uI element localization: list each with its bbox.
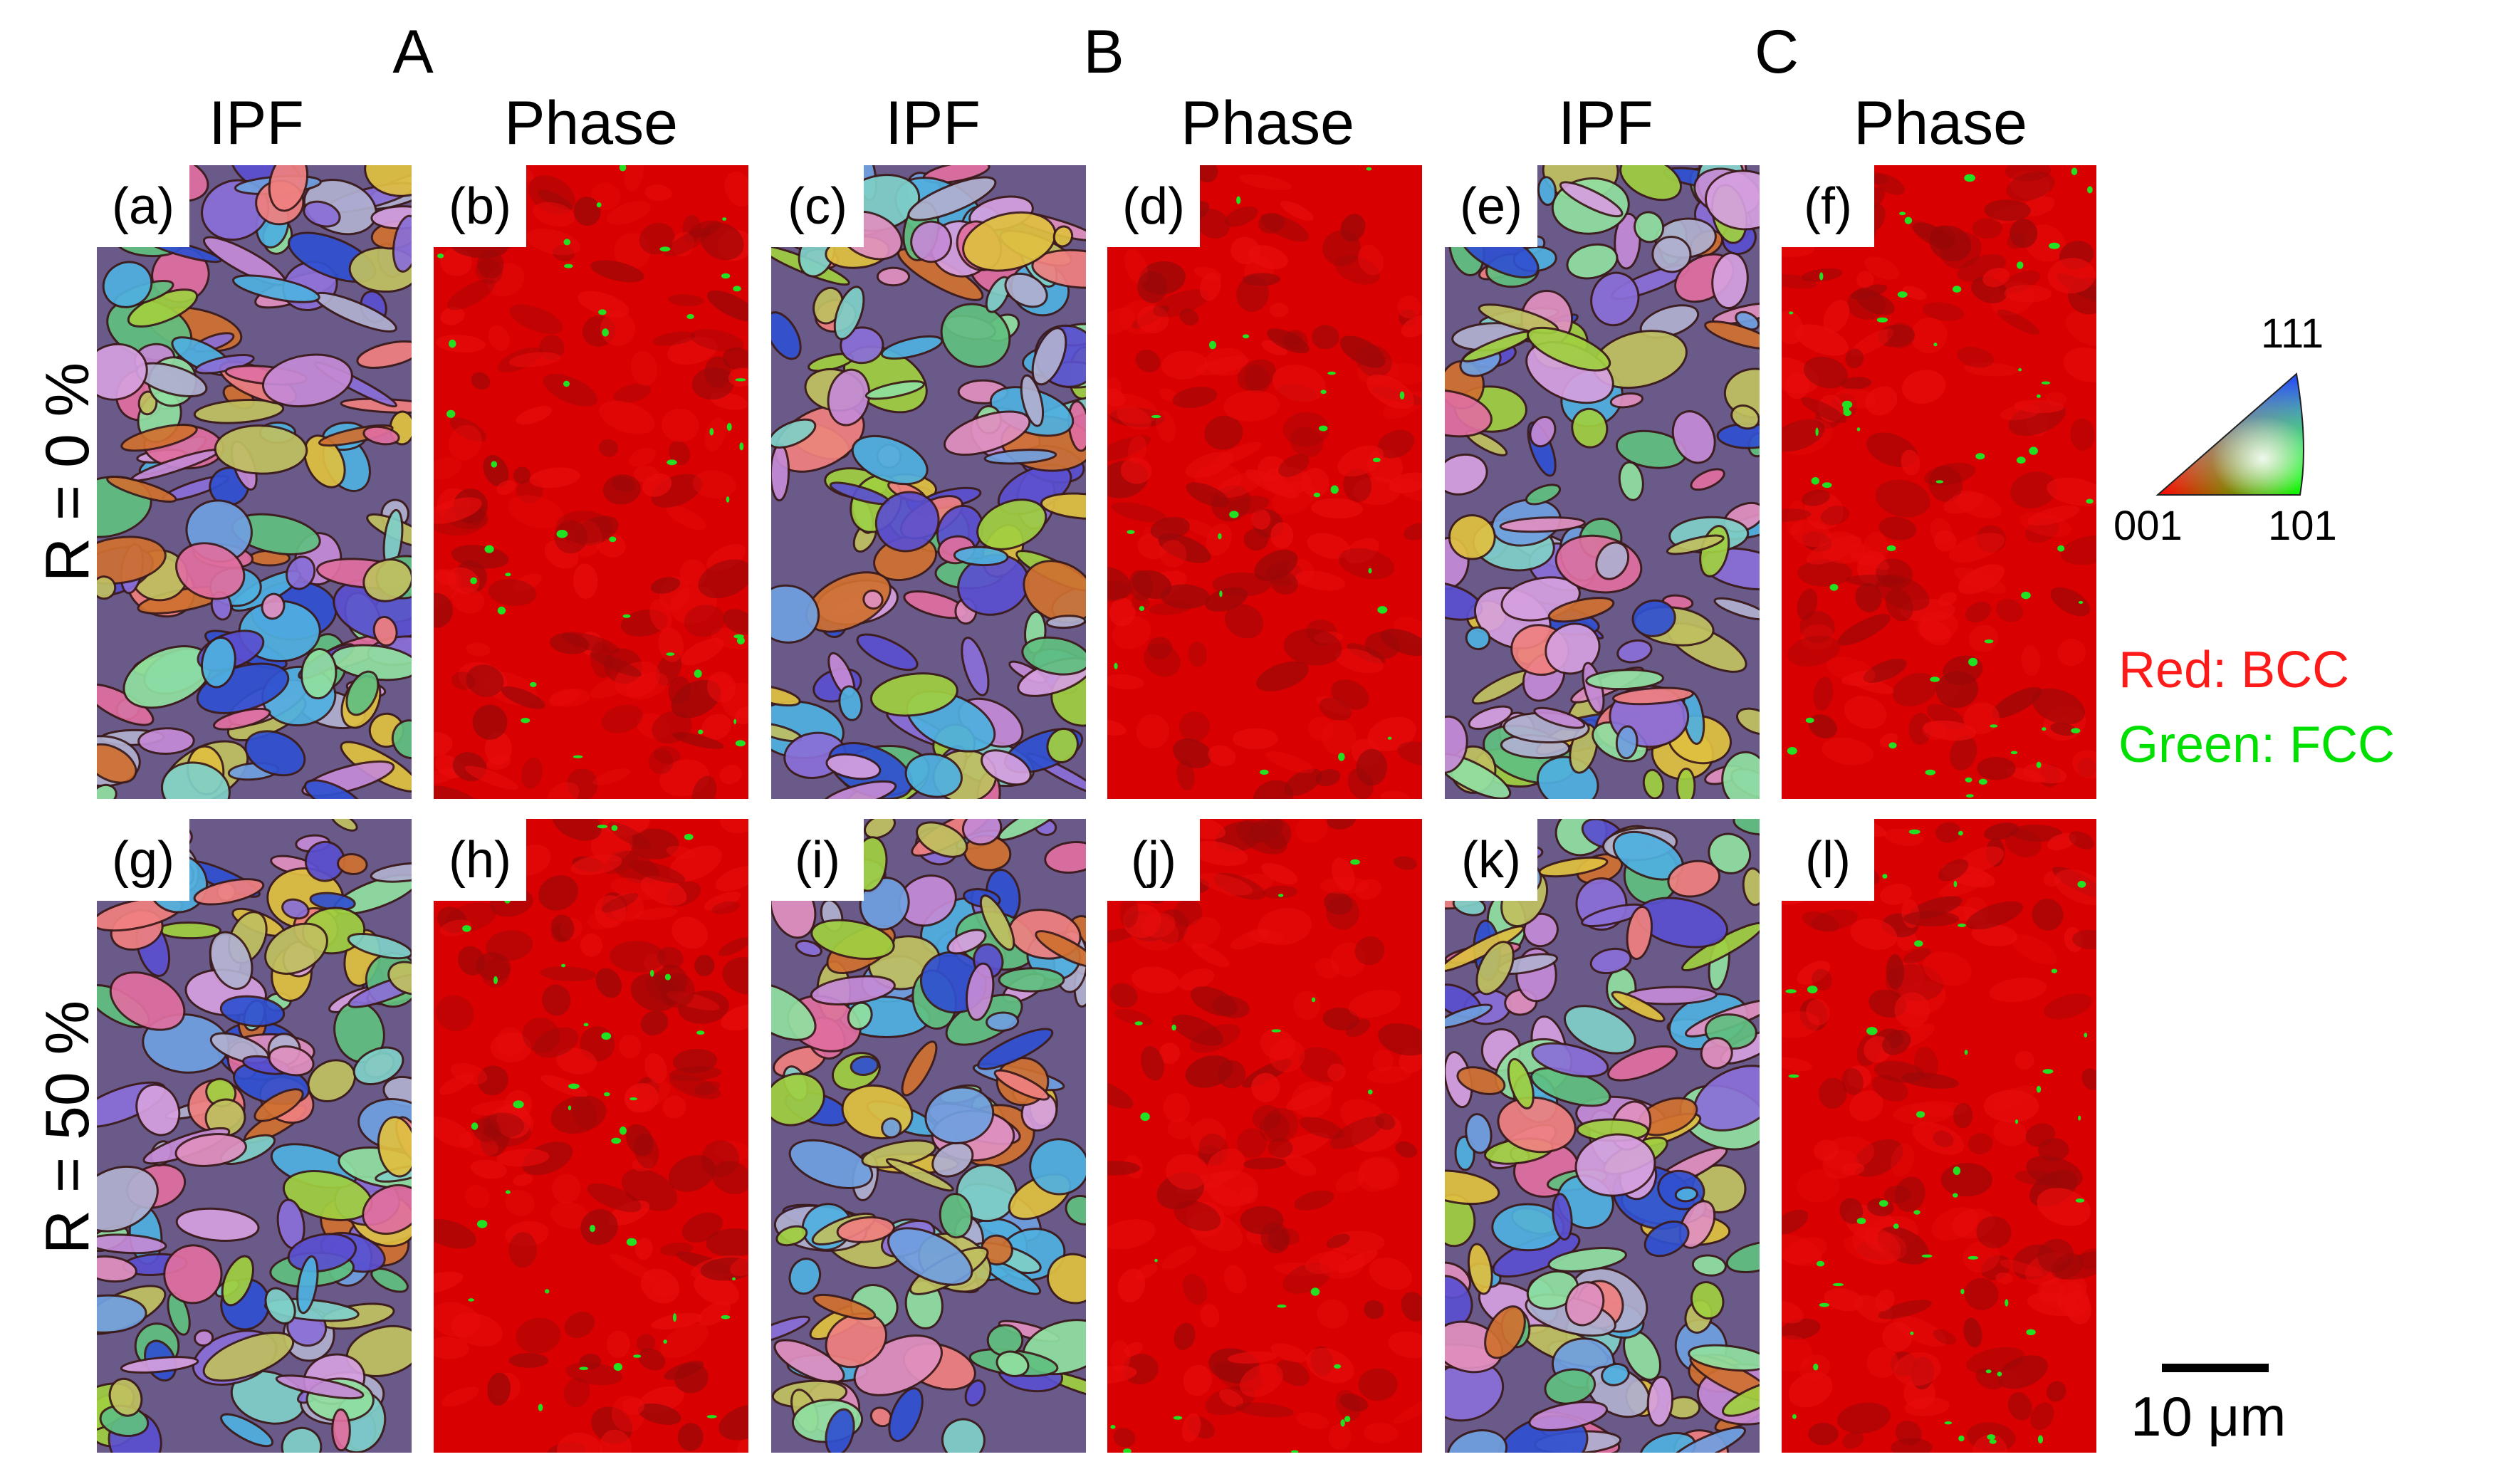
panel-tag: (b) bbox=[434, 165, 526, 247]
panel-tag: (f) bbox=[1782, 165, 1874, 247]
panel-j: (j) bbox=[1107, 819, 1422, 1453]
panel-d: (d) bbox=[1107, 165, 1422, 799]
legend-fcc: Green: FCC bbox=[2118, 716, 2395, 773]
panel-tag: (l) bbox=[1782, 819, 1874, 901]
ipf-key-label-111: 111 bbox=[2261, 310, 2324, 357]
scale-bar-label: 10 μm bbox=[2131, 1385, 2287, 1448]
panel-i: (i) bbox=[771, 819, 1086, 1453]
ipf-key-label-001: 001 bbox=[2113, 503, 2183, 549]
panel-c: (c) bbox=[771, 165, 1086, 799]
panel-a: (a) bbox=[97, 165, 412, 799]
group-label-c: C bbox=[1754, 18, 1799, 86]
panel-g: (g) bbox=[97, 819, 412, 1453]
group-label-b: B bbox=[1083, 18, 1124, 86]
legend-bcc: Red: BCC bbox=[2118, 642, 2350, 699]
row-label-r0: R = 0 % bbox=[33, 362, 102, 582]
panel-h: (h) bbox=[434, 819, 748, 1453]
column-label-ipf-c: IPF bbox=[1558, 89, 1653, 157]
column-label-phase-c: Phase bbox=[1854, 89, 2027, 157]
panel-tag: (e) bbox=[1445, 165, 1537, 247]
row-label-r50: R = 50 % bbox=[33, 1000, 102, 1255]
panel-tag: (i) bbox=[771, 819, 864, 901]
panel-tag: (d) bbox=[1107, 165, 1200, 247]
panel-tag: (c) bbox=[771, 165, 864, 247]
ipf-key-label-101: 101 bbox=[2268, 503, 2337, 549]
panel-b: (b) bbox=[434, 165, 748, 799]
panel-tag: (j) bbox=[1107, 819, 1200, 901]
panel-tag: (g) bbox=[97, 819, 189, 901]
panel-e: (e) bbox=[1445, 165, 1760, 799]
panel-l: (l) bbox=[1782, 819, 2096, 1453]
column-label-phase-a: Phase bbox=[504, 89, 678, 157]
panel-tag: (h) bbox=[434, 819, 526, 901]
scale-bar bbox=[2162, 1364, 2269, 1372]
ipf-color-key bbox=[2155, 372, 2304, 496]
panel-k: (k) bbox=[1445, 819, 1760, 1453]
panel-tag: (a) bbox=[97, 165, 189, 247]
column-label-phase-b: Phase bbox=[1181, 89, 1354, 157]
panel-tag: (k) bbox=[1445, 819, 1537, 901]
column-label-ipf-a: IPF bbox=[209, 89, 304, 157]
group-label-a: A bbox=[392, 18, 434, 86]
column-label-ipf-b: IPF bbox=[885, 89, 981, 157]
panel-f: (f) bbox=[1782, 165, 2096, 799]
